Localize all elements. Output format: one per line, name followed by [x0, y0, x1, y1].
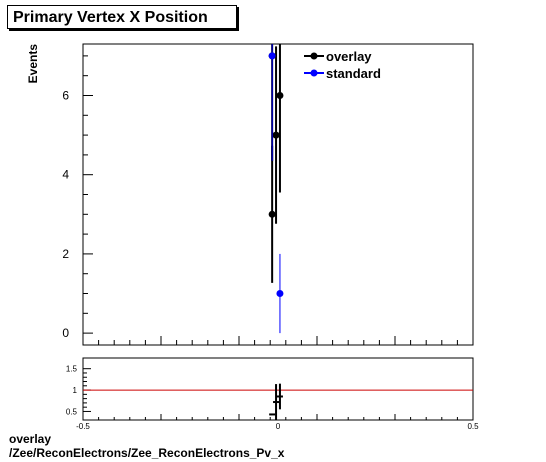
data-point — [276, 91, 284, 99]
main-plot-marks — [268, 44, 284, 334]
y-tick-label: 2 — [62, 247, 69, 261]
main-plot-border — [82, 43, 474, 346]
footer-line-2: /Zee/ReconElectrons/Zee_ReconElectrons_P… — [9, 446, 285, 460]
data-point — [272, 131, 280, 139]
y-tick-label: 6 — [62, 88, 69, 102]
ratio-plot-frame — [82, 357, 474, 421]
plot-title: Primary Vertex X Position — [7, 5, 237, 29]
ratio-plot-marks — [83, 383, 473, 420]
main-plot-frame — [82, 43, 474, 346]
ratio-plot-axes: 0.5 1 1.5 -0.5 0 0.5 — [66, 365, 479, 431]
legend-marker — [310, 69, 318, 77]
y-tick-label: 4 — [62, 168, 69, 182]
y-axis-label: Events — [26, 44, 40, 84]
y-tick-label: 0 — [62, 326, 69, 340]
main-plot-axes: 0 2 4 6 — [62, 55, 474, 345]
ratio-plot-border — [82, 357, 474, 421]
data-point — [268, 210, 276, 218]
ratio-y-tick-label: 0.5 — [66, 407, 78, 416]
footer-line-1: overlay — [9, 432, 52, 446]
legend: overlay standard — [304, 49, 381, 81]
data-point — [268, 52, 276, 60]
legend-label: standard — [326, 66, 381, 81]
ratio-y-tick-label: 1.5 — [66, 365, 78, 374]
data-point — [276, 290, 284, 298]
ratio-y-tick-label: 1 — [73, 386, 78, 395]
ratio-x-tick-label: -0.5 — [76, 422, 90, 431]
legend-label: overlay — [326, 49, 372, 64]
ratio-x-tick-label: 0.5 — [467, 422, 479, 431]
ratio-x-tick-label: 0 — [276, 422, 281, 431]
legend-marker — [310, 52, 318, 60]
